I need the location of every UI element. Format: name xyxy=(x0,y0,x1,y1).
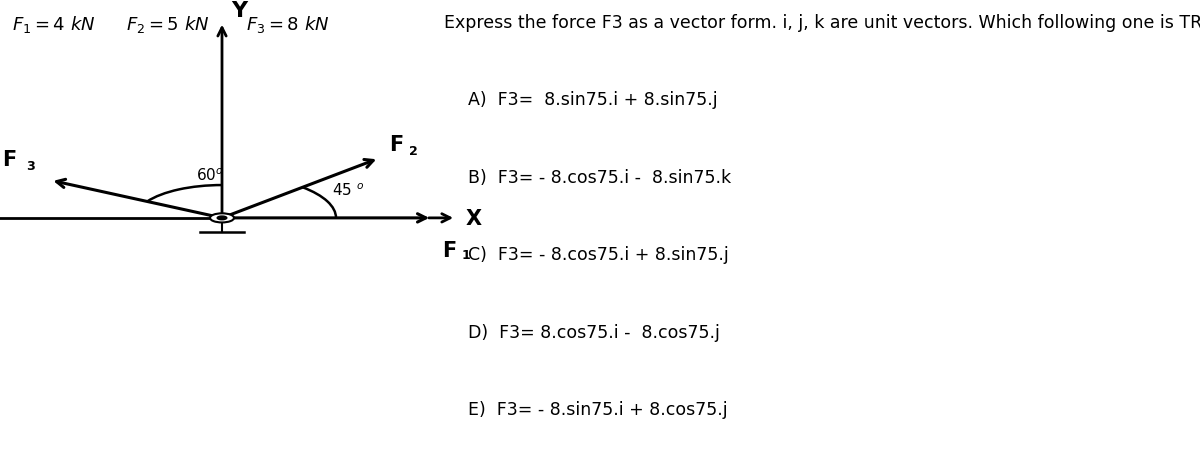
Text: $F_3 = 8\ kN$: $F_3 = 8\ kN$ xyxy=(246,14,330,35)
Text: X: X xyxy=(466,208,481,228)
Text: $\mathbf{F}$: $\mathbf{F}$ xyxy=(442,240,456,260)
Text: $\mathbf{_1}$: $\mathbf{_1}$ xyxy=(461,243,470,261)
Text: C)  F3= - 8.cos75.i + 8.sin75.j: C) F3= - 8.cos75.i + 8.sin75.j xyxy=(468,246,728,263)
Text: B)  F3= - 8.cos75.i -  8.sin75.k: B) F3= - 8.cos75.i - 8.sin75.k xyxy=(468,168,731,186)
Text: $60^o$: $60^o$ xyxy=(196,167,223,183)
Text: A)  F3=  8.sin75.i + 8.sin75.j: A) F3= 8.sin75.i + 8.sin75.j xyxy=(468,91,718,109)
Text: $45\ ^o$: $45\ ^o$ xyxy=(332,182,365,198)
Text: $\mathbf{F}$: $\mathbf{F}$ xyxy=(2,150,17,169)
Text: Y: Y xyxy=(232,0,247,20)
Text: E)  F3= - 8.sin75.i + 8.cos75.j: E) F3= - 8.sin75.i + 8.cos75.j xyxy=(468,400,727,418)
Circle shape xyxy=(217,217,227,220)
Text: $F_2 = 5\ kN$: $F_2 = 5\ kN$ xyxy=(126,14,210,35)
Text: $\mathbf{_3}$: $\mathbf{_3}$ xyxy=(26,155,36,172)
Text: $\mathbf{F}$: $\mathbf{F}$ xyxy=(389,134,403,154)
Text: $\mathbf{_2}$: $\mathbf{_2}$ xyxy=(408,140,418,157)
Text: $F_1 = 4\ kN$: $F_1 = 4\ kN$ xyxy=(12,14,96,35)
Text: Express the force F3 as a vector form. i, j, k are unit vectors. Which following: Express the force F3 as a vector form. i… xyxy=(444,14,1200,31)
Circle shape xyxy=(210,214,234,223)
Text: D)  F3= 8.cos75.i -  8.cos75.j: D) F3= 8.cos75.i - 8.cos75.j xyxy=(468,323,720,341)
